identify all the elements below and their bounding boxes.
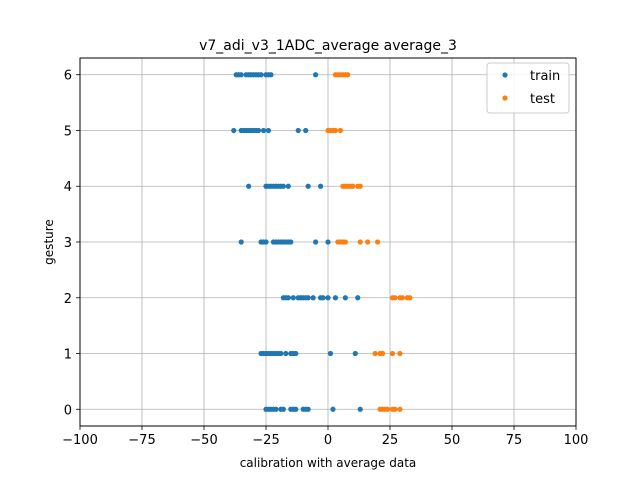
data-point-train — [278, 351, 283, 356]
data-point-test — [390, 351, 395, 356]
data-point-test — [350, 184, 355, 189]
data-point-test — [373, 351, 378, 356]
data-point-train — [281, 184, 286, 189]
data-point-test — [358, 239, 363, 244]
data-point-train — [333, 295, 338, 300]
data-point-train — [325, 239, 330, 244]
data-point-train — [293, 351, 298, 356]
data-point-train — [239, 72, 244, 77]
data-point-train — [313, 72, 318, 77]
data-point-train — [303, 128, 308, 133]
data-point-train — [306, 407, 311, 412]
data-point-train — [286, 184, 291, 189]
data-point-test — [358, 184, 363, 189]
chart-title: v7_adi_v3_1ADC_average average_3 — [199, 38, 457, 54]
legend-label-train: train — [530, 69, 560, 84]
data-point-train — [256, 128, 261, 133]
y-tick-label: 4 — [64, 180, 72, 195]
data-point-train — [306, 295, 311, 300]
data-point-train — [296, 128, 301, 133]
data-point-train — [291, 295, 296, 300]
data-point-test — [343, 239, 348, 244]
data-point-train — [313, 239, 318, 244]
legend: train test — [487, 63, 569, 113]
x-tick-label: 0 — [324, 433, 332, 448]
data-point-train — [318, 184, 323, 189]
data-point-test — [397, 351, 402, 356]
y-axis-label: gesture — [42, 219, 56, 265]
data-point-train — [306, 184, 311, 189]
data-point-train — [355, 295, 360, 300]
data-point-train — [325, 295, 330, 300]
y-tick-label: 5 — [64, 124, 72, 139]
data-point-train — [246, 184, 251, 189]
y-tick-label: 6 — [64, 69, 72, 84]
x-axis-label: calibration with average data — [240, 456, 417, 470]
data-point-train — [261, 128, 266, 133]
data-point-test — [407, 295, 412, 300]
data-point-train — [358, 407, 363, 412]
legend-marker-train — [502, 72, 507, 77]
legend-label-test: test — [530, 92, 555, 107]
x-tick-label: 100 — [564, 433, 589, 448]
x-tick-label: 50 — [444, 433, 461, 448]
y-tick-label: 0 — [64, 403, 72, 418]
data-point-train — [320, 295, 325, 300]
data-point-test — [397, 407, 402, 412]
x-tick-label: 75 — [506, 433, 523, 448]
data-point-train — [288, 239, 293, 244]
data-point-test — [375, 239, 380, 244]
data-point-train — [263, 239, 268, 244]
legend-marker-test — [502, 95, 507, 100]
data-point-train — [293, 407, 298, 412]
data-point-test — [338, 128, 343, 133]
data-point-train — [286, 295, 291, 300]
y-tick-label: 3 — [64, 236, 72, 251]
data-point-train — [231, 128, 236, 133]
x-tick-label: −50 — [190, 433, 217, 448]
y-tick-label: 2 — [64, 292, 72, 307]
data-point-train — [330, 407, 335, 412]
data-point-train — [266, 128, 271, 133]
data-point-train — [268, 72, 273, 77]
data-point-test — [380, 351, 385, 356]
x-tick-label: −100 — [62, 433, 98, 448]
data-point-train — [353, 351, 358, 356]
data-point-train — [328, 351, 333, 356]
x-tick-label: −25 — [252, 433, 279, 448]
data-point-test — [385, 407, 390, 412]
data-point-train — [239, 239, 244, 244]
data-point-train — [343, 295, 348, 300]
data-point-test — [333, 128, 338, 133]
data-point-train — [283, 351, 288, 356]
y-tick-label: 1 — [64, 348, 72, 363]
data-point-test — [392, 407, 397, 412]
data-point-train — [258, 72, 263, 77]
data-point-test — [365, 239, 370, 244]
x-tick-label: −75 — [128, 433, 155, 448]
data-point-train — [281, 407, 286, 412]
x-tick-label: 25 — [382, 433, 399, 448]
data-point-train — [311, 295, 316, 300]
data-point-test — [400, 295, 405, 300]
data-point-train — [273, 407, 278, 412]
data-point-test — [345, 72, 350, 77]
data-point-test — [392, 295, 397, 300]
